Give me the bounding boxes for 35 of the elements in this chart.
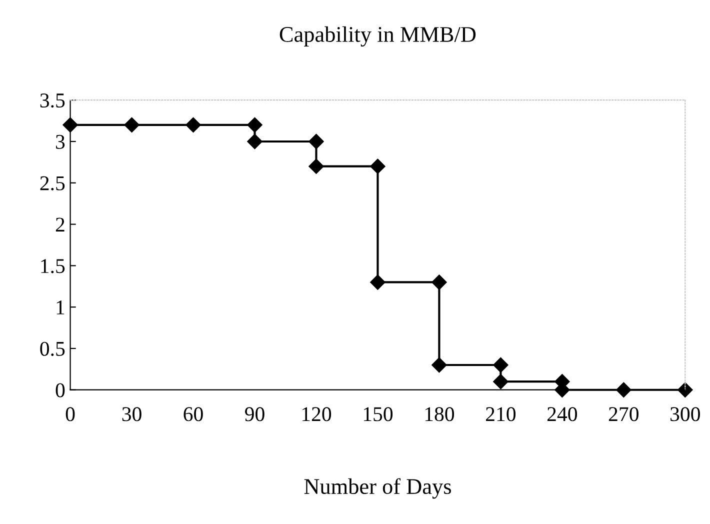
x-tick-label: 300 — [670, 407, 700, 422]
point — [186, 117, 201, 132]
chart-title: Capability in MMB/D — [280, 26, 476, 47]
point — [493, 357, 508, 373]
y-tick-label: 1.5 — [41, 259, 65, 274]
point — [432, 274, 447, 290]
point — [308, 158, 324, 174]
y-tick-label: 0.5 — [40, 342, 65, 356]
x-tick-label: 150 — [364, 407, 393, 422]
x-tick-label: 240 — [547, 407, 578, 422]
x-tick-label: 60 — [184, 407, 203, 422]
x-tick-label: 90 — [245, 407, 264, 422]
x-axis-title: Number of Days — [304, 478, 451, 499]
x-tick-label: 30 — [122, 407, 142, 422]
point — [678, 382, 693, 398]
point — [370, 158, 386, 174]
y-tick-label: 3 — [56, 134, 65, 149]
y-tick-label: 3.5 — [40, 94, 65, 108]
point — [124, 117, 140, 132]
y-tick-label: 1 — [56, 300, 64, 314]
x-tick-label: 0 — [66, 407, 75, 422]
y-tick-label: 2 — [56, 218, 64, 232]
point — [432, 357, 447, 373]
y-tick-label: 2.5 — [40, 176, 65, 190]
point — [247, 117, 262, 132]
point — [616, 382, 632, 398]
x-tick-label: 180 — [425, 407, 454, 422]
point — [493, 374, 508, 390]
x-tick-label: 270 — [608, 407, 638, 422]
point — [308, 134, 324, 150]
point — [370, 274, 386, 290]
x-tick-label: 210 — [486, 407, 516, 422]
point — [247, 134, 262, 150]
y-tick-label: 0 — [56, 383, 65, 398]
x-tick-label: 120 — [302, 407, 332, 422]
